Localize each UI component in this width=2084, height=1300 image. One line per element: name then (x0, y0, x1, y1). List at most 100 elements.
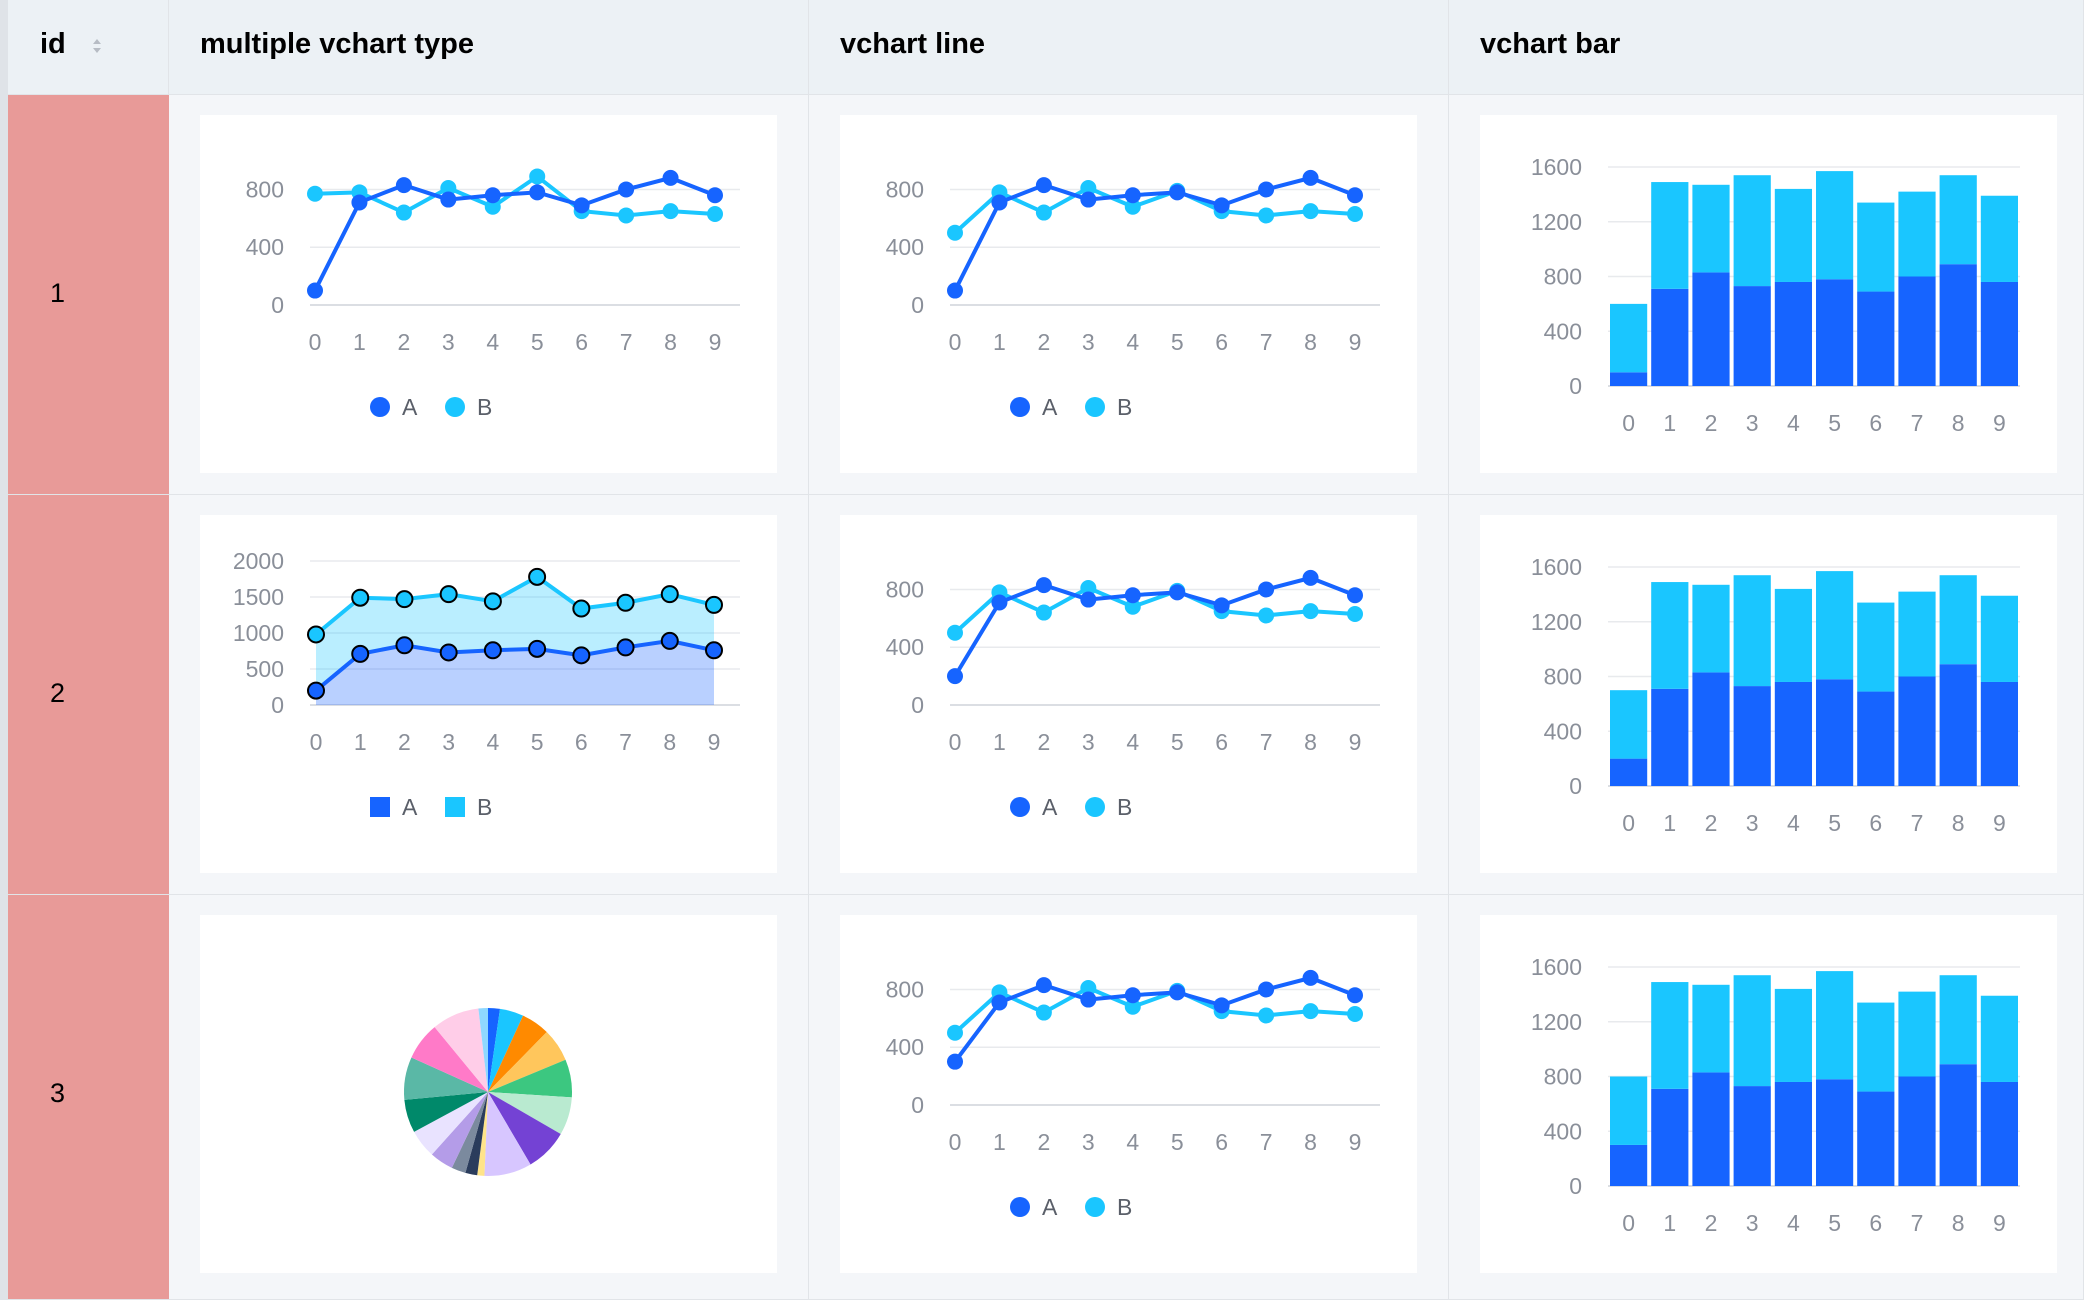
table-row-id-cell[interactable]: 1 (8, 95, 177, 495)
pie-slice (451, 1092, 488, 1173)
x-tick-label: 3 (442, 729, 455, 755)
y-tick-label: 800 (1544, 1064, 1582, 1090)
y-tick-label: 1200 (1531, 1009, 1582, 1035)
data-point-b (1347, 1006, 1363, 1022)
x-tick-label: 0 (310, 729, 323, 755)
bar-a (1651, 1088, 1689, 1186)
bar-b (1816, 171, 1854, 280)
data-point-a (1080, 991, 1097, 1008)
table-row-id-cell[interactable]: 3 (8, 895, 177, 1300)
header-cell-vchart-bar[interactable]: vchart bar (1449, 0, 2084, 95)
y-tick-label: 800 (1544, 264, 1582, 290)
bar-b (1857, 1002, 1895, 1092)
data-point-b (1035, 604, 1052, 621)
pie-slice (488, 1059, 572, 1098)
x-tick-label: 4 (1787, 810, 1800, 836)
header-cell-id[interactable]: id (8, 0, 169, 95)
bar-a (1816, 279, 1854, 386)
bar-a (1939, 264, 1977, 386)
pie-slice (431, 1092, 488, 1168)
bar-b (1898, 591, 1936, 677)
data-point-a (1035, 177, 1052, 194)
pie-chart[interactable] (200, 915, 777, 1273)
y-tick-label: 0 (1569, 1173, 1582, 1199)
area-chart[interactable]: 0 500 1000 1500 2000 0 1 2 3 4 5 6 7 8 9 A B (200, 515, 777, 873)
data-point-a (1302, 969, 1319, 986)
pie-slice (488, 1092, 572, 1134)
data-point-b (483, 592, 502, 611)
data-point-a (1258, 981, 1275, 998)
data-point-a (1213, 997, 1230, 1014)
table-cell-multiple-vchart-type: 0 500 1000 1500 2000 0 1 2 3 4 5 6 7 8 9 A B (169, 495, 809, 895)
row-id-value: 1 (50, 278, 66, 308)
x-tick-label: 2 (1705, 1210, 1718, 1236)
table-cell-vchart-bar: 0 400 800 1200 1600 0 1 2 3 4 5 6 7 8 9 (1449, 95, 2084, 495)
bar-b (1651, 182, 1689, 289)
data-point-a (440, 191, 457, 208)
y-tick-label: 1500 (233, 584, 284, 610)
bar-a (1692, 272, 1730, 386)
row-id-value: 2 (50, 678, 66, 708)
pie-slice (465, 1092, 488, 1176)
bar-b (1774, 188, 1812, 282)
legend-label-a: A (402, 794, 418, 820)
bar-a (1774, 1081, 1812, 1186)
x-tick-label: 6 (1869, 810, 1882, 836)
x-tick-label: 5 (531, 729, 544, 755)
data-point-b (705, 595, 723, 614)
x-tick-label: 7 (620, 329, 633, 355)
x-tick-label: 2 (1705, 410, 1718, 436)
line-chart[interactable]: 0 400 800 0 1 2 3 4 5 6 7 8 9 A B (200, 115, 777, 473)
bar-b (1857, 202, 1895, 292)
pie-slice (477, 1092, 488, 1176)
x-tick-label: 4 (1787, 1210, 1800, 1236)
bar-b (1980, 195, 2018, 282)
x-tick-label: 6 (1869, 1210, 1882, 1236)
data-point-a (705, 641, 723, 660)
x-tick-label: 8 (1952, 810, 1965, 836)
x-tick-label: 0 (949, 329, 962, 355)
bar-b (1980, 995, 2018, 1082)
data-point-a (1124, 587, 1141, 604)
y-tick-label: 0 (911, 1092, 924, 1118)
x-tick-label: 6 (1215, 329, 1228, 355)
data-point-a (1302, 169, 1319, 186)
x-tick-label: 2 (1037, 1129, 1050, 1155)
bar-chart[interactable]: 0 400 800 1200 1600 0 1 2 3 4 5 6 7 8 9 (1480, 115, 2057, 473)
legend-label-a: A (1042, 1194, 1058, 1220)
table-row-id-cell[interactable]: 2 (8, 495, 177, 895)
y-tick-label: 1600 (1531, 554, 1582, 580)
bar-chart[interactable]: 0 400 800 1200 1600 0 1 2 3 4 5 6 7 8 9 (1480, 915, 2057, 1273)
x-tick-label: 3 (1746, 810, 1759, 836)
bar-b (1774, 588, 1812, 682)
y-tick-label: 400 (246, 234, 284, 260)
bar-a (1733, 686, 1771, 786)
sort-icon[interactable] (92, 34, 102, 58)
data-point-b (1302, 203, 1319, 220)
line-chart[interactable]: 0 400 800 0 1 2 3 4 5 6 7 8 9 A B (840, 915, 1417, 1273)
table-cell-vchart-line: 0 400 800 0 1 2 3 4 5 6 7 8 9 A B (809, 95, 1449, 495)
bar-chart[interactable]: 0 400 800 1200 1600 0 1 2 3 4 5 6 7 8 9 (1480, 515, 2057, 873)
series-line-a (953, 175, 1356, 292)
header-cell-vchart-line[interactable]: vchart line (809, 0, 1449, 95)
bar-a (1898, 676, 1936, 786)
data-point-a (484, 187, 501, 204)
series-line-b (953, 585, 1356, 635)
header-cell-multiple-vchart-type[interactable]: multiple vchart type (169, 0, 809, 95)
data-point-a (1347, 187, 1363, 204)
bar-a (1980, 281, 2018, 386)
x-tick-label: 9 (1993, 1210, 2006, 1236)
y-tick-label: 400 (886, 234, 924, 260)
bar-b (1898, 991, 1936, 1077)
chart-card (200, 915, 777, 1273)
line-chart[interactable]: 0 400 800 0 1 2 3 4 5 6 7 8 9 A B (840, 515, 1417, 873)
x-tick-label: 5 (1171, 329, 1184, 355)
data-point-b (1302, 603, 1319, 620)
x-tick-label: 3 (1082, 329, 1095, 355)
line-chart[interactable]: 0 400 800 0 1 2 3 4 5 6 7 8 9 A B (840, 115, 1417, 473)
chart-card: 0 500 1000 1500 2000 0 1 2 3 4 5 6 7 8 9 A B (200, 515, 777, 873)
pie-slice (478, 1008, 488, 1092)
x-tick-label: 5 (1171, 729, 1184, 755)
y-tick-label: 800 (886, 176, 924, 202)
legend-label-b: B (1117, 394, 1132, 420)
